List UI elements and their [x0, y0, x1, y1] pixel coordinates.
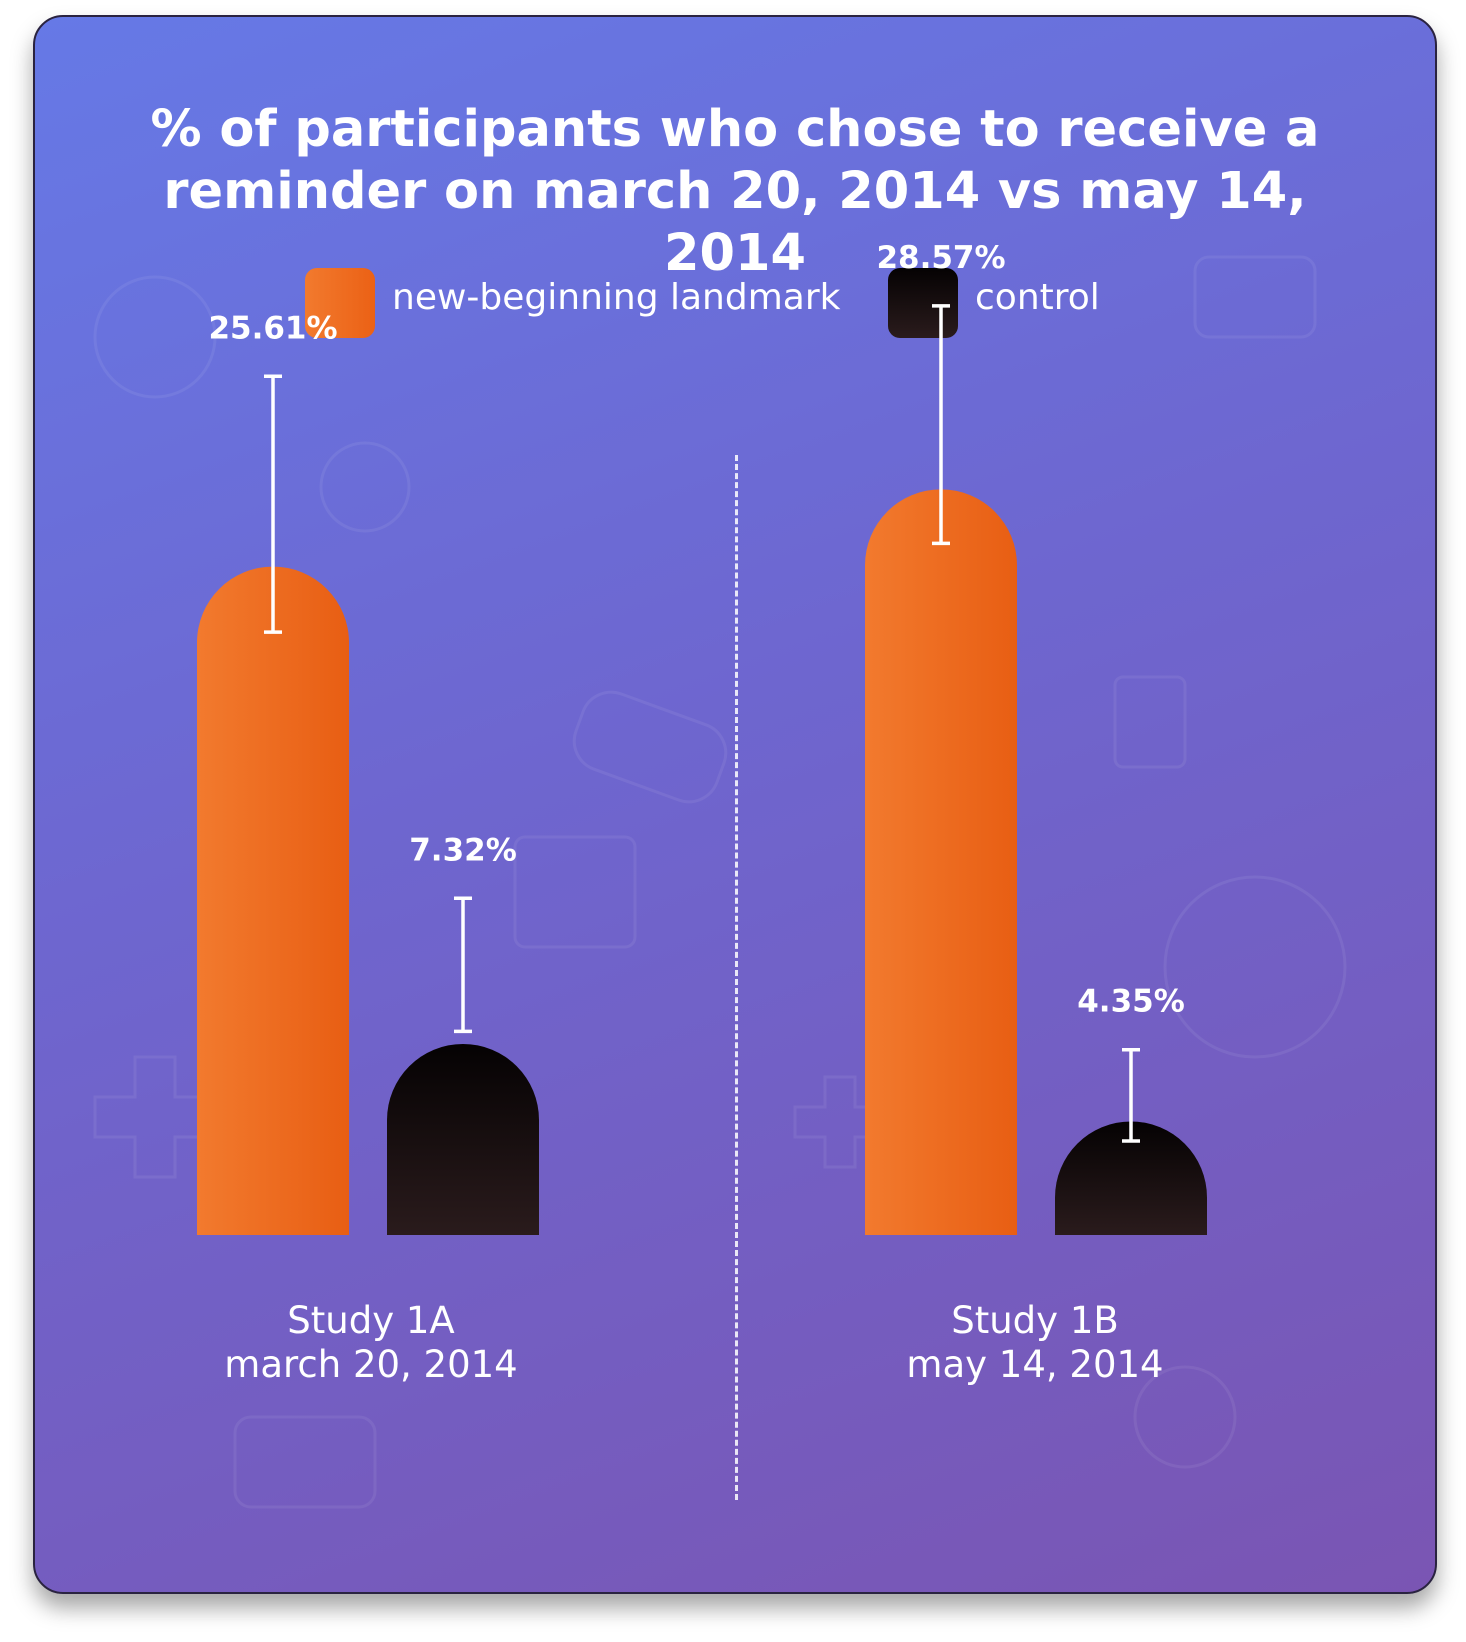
background-doodles — [93, 255, 1347, 1509]
error-bar — [264, 374, 282, 634]
chart-card: % of participants who chose to receive a… — [33, 15, 1437, 1594]
bar-landmark-study-1a — [197, 566, 349, 1235]
bar-control-study-1b — [1055, 1121, 1207, 1235]
bar-chart: 25.61% 28.57% 7.32% 4.35% — [197, 240, 1207, 1236]
bar-control-study-1a — [387, 1043, 539, 1235]
legend-swatch-control — [888, 268, 958, 338]
error-bar — [932, 304, 950, 546]
error-bar — [454, 896, 472, 1034]
group-study-name: Study 1B — [951, 1299, 1119, 1342]
value-label: 7.32% — [409, 832, 517, 868]
error-bar — [1122, 1047, 1140, 1143]
group-study-name: Study 1A — [287, 1299, 455, 1342]
value-label: 4.35% — [1077, 984, 1185, 1020]
group-study-date: may 14, 2014 — [906, 1343, 1164, 1386]
legend-label-landmark: new-beginning landmark — [392, 277, 841, 318]
legend-label-control: control — [975, 277, 1100, 318]
group-study-date: march 20, 2014 — [224, 1343, 518, 1386]
legend-swatch-landmark — [305, 268, 375, 338]
group-label-study-1a: Study 1A march 20, 2014 — [161, 1299, 581, 1387]
chart-title: % of participants who chose to receive a… — [150, 100, 1320, 283]
bar-landmark-study-1b — [865, 489, 1017, 1236]
group-divider — [735, 455, 738, 1500]
group-label-study-1b: Study 1B may 14, 2014 — [825, 1299, 1245, 1387]
value-label: 25.61% — [208, 310, 337, 346]
value-label: 28.57% — [876, 240, 1005, 276]
